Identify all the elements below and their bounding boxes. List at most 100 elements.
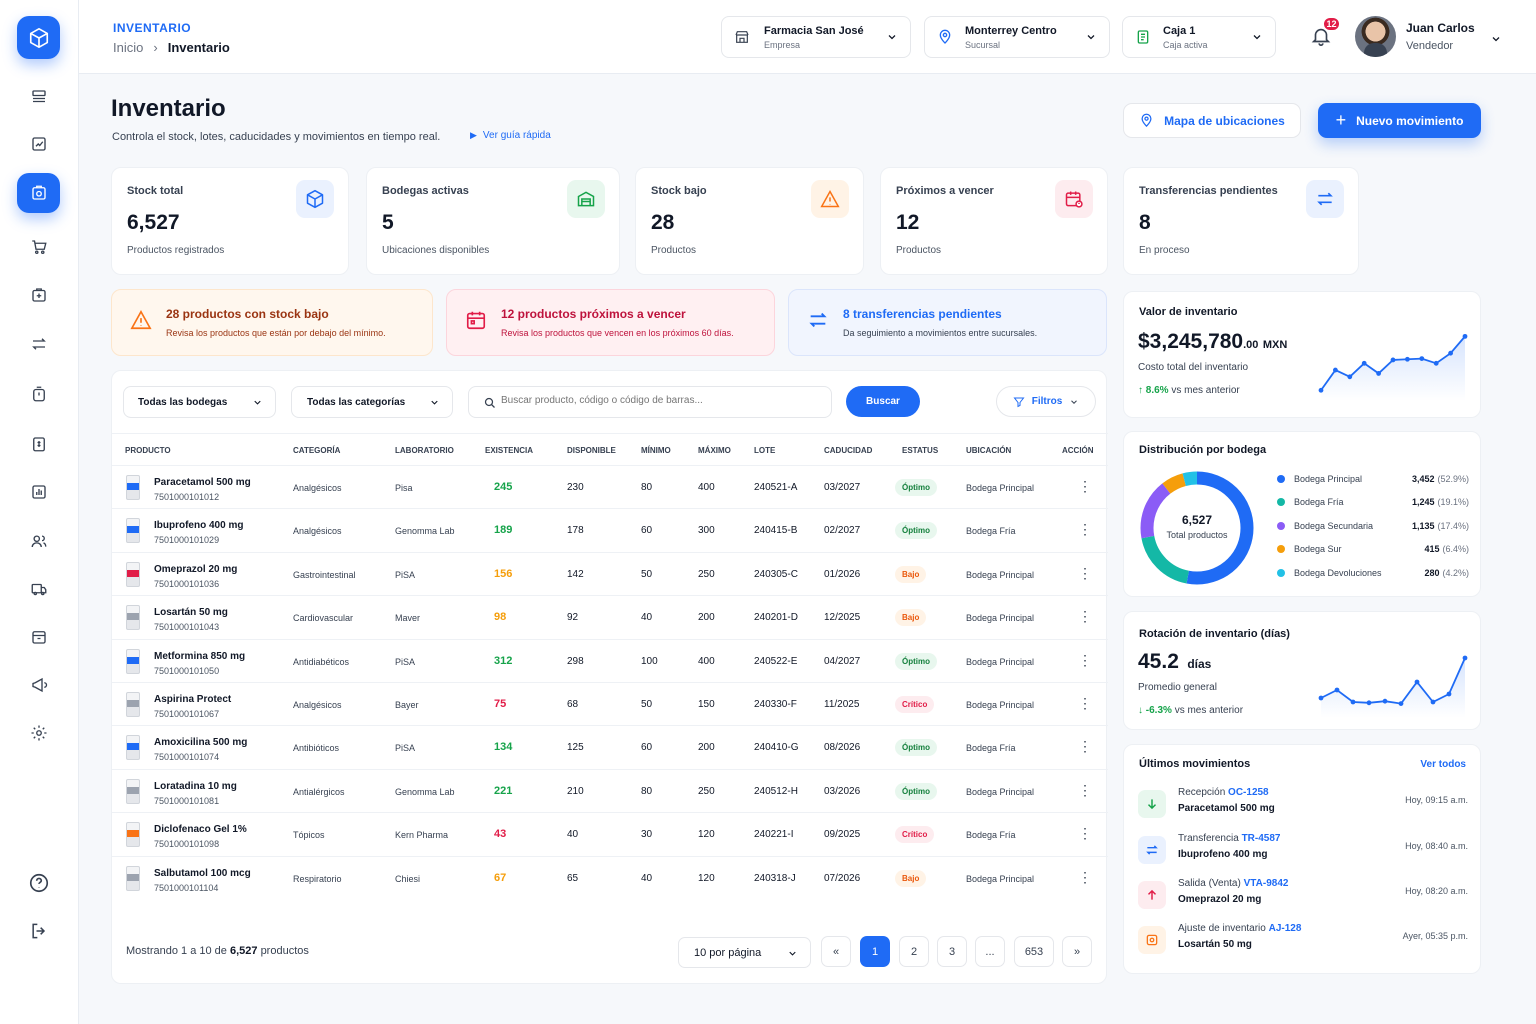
donut-slice[interactable]	[1140, 471, 1254, 585]
kpi-low-stock: Stock bajo 28 Productos	[635, 167, 864, 275]
product-name[interactable]: Ibuprofeno 400 mg	[154, 520, 244, 532]
page-button[interactable]: ...	[975, 936, 1005, 967]
product-name[interactable]: Amoxicilina 500 mg	[154, 737, 248, 749]
more-options-icon[interactable]: ⋮	[1078, 868, 1092, 885]
notifications-button[interactable]: 12	[1310, 16, 1341, 52]
table-row[interactable]: Paracetamol 500 mg 7501000101012 Analgésic…	[112, 465, 1108, 508]
table-row[interactable]: Diclofenaco Gel 1% 7501000101098 Tópicos Ke…	[112, 812, 1108, 855]
table-row[interactable]: Omeprazol 20 mg 7501000101036 Gastrointest…	[112, 551, 1108, 595]
nav-marketing-icon[interactable]	[17, 665, 60, 705]
nav-dashboard-icon[interactable]	[17, 77, 60, 117]
movement-product: Losartán 50 mg	[1178, 939, 1252, 950]
user-menu[interactable]: Juan Carlos Vendedor	[1406, 21, 1475, 52]
product-name[interactable]: Omeprazol 20 mg	[154, 563, 238, 575]
cell-min: 50	[641, 568, 653, 580]
page-prev-button[interactable]: «	[821, 936, 851, 967]
product-name[interactable]: Paracetamol 500 mg	[154, 477, 251, 488]
movement-item[interactable]: Salida (Venta) VTA-9842 Omeprazol 20 mg …	[1138, 878, 1468, 918]
cell-min: 60	[641, 742, 653, 754]
warehouse-filter[interactable]: Todas las bodegas	[123, 386, 276, 418]
new-movement-button[interactable]: + Nuevo movimiento	[1318, 103, 1481, 138]
breadcrumb-home[interactable]: Inicio	[113, 40, 144, 55]
register-selector[interactable]: Caja 1 Caja activa	[1122, 16, 1276, 58]
table-row[interactable]: Amoxicilina 500 mg 7501000101074 Antibióti…	[112, 725, 1108, 768]
search-button[interactable]: Buscar	[846, 386, 920, 417]
chevron-down-icon[interactable]	[1490, 33, 1502, 45]
nav-products-icon[interactable]	[17, 275, 60, 315]
page-button[interactable]: 1	[860, 936, 890, 967]
nav-inventory-icon[interactable]	[17, 173, 60, 213]
nav-timer-icon[interactable]	[17, 374, 60, 414]
app-logo[interactable]	[17, 16, 60, 59]
per-page-select[interactable]: 10 por página	[678, 937, 811, 968]
branch-selector[interactable]: Monterrey Centro Sucursal	[924, 16, 1110, 58]
product-name[interactable]: Losartán 50 mg	[154, 607, 228, 619]
movement-ref[interactable]: VTA-9842	[1243, 878, 1289, 889]
inventory-value-amount: $3,245,780	[1138, 330, 1244, 353]
company-selector[interactable]: Farmacia San José Empresa	[721, 16, 911, 58]
page-button[interactable]: 3	[937, 936, 967, 967]
product-name[interactable]: Metformina 850 mg	[154, 650, 246, 662]
table-row[interactable]: Metformina 850 mg 7501000101050 Antidiabét…	[112, 638, 1108, 682]
more-options-icon[interactable]: ⋮	[1078, 738, 1092, 755]
more-options-icon[interactable]: ⋮	[1078, 608, 1092, 625]
locations-map-button[interactable]: Mapa de ubicaciones	[1123, 103, 1301, 138]
movement-item[interactable]: Ajuste de inventario AJ-128 Losartán 50 …	[1138, 923, 1468, 963]
alert-transfers[interactable]: 8 transferencias pendientes Da seguimien…	[788, 289, 1107, 356]
product-name[interactable]: Salbutamol 100 mcg	[154, 867, 251, 879]
table-row[interactable]: Losartán 50 mg 7501000101043 Cardiovascula…	[112, 595, 1108, 638]
view-all-link[interactable]: Ver todos	[1420, 759, 1466, 770]
product-name[interactable]: Loratadina 10 mg	[154, 780, 237, 792]
more-options-icon[interactable]: ⋮	[1078, 695, 1092, 711]
category-filter[interactable]: Todas las categorías	[291, 386, 453, 418]
search-input[interactable]	[501, 395, 821, 406]
nav-transfers-icon[interactable]	[17, 324, 60, 364]
movement-ref[interactable]: TR-4587	[1241, 833, 1281, 844]
movement-ref[interactable]: OC-1258	[1228, 787, 1269, 798]
table-row[interactable]: Loratadina 10 mg 7501000101081 Antialérgic…	[112, 768, 1108, 812]
more-options-icon[interactable]: ⋮	[1078, 478, 1092, 494]
section-title: INVENTARIO	[113, 21, 192, 35]
legend-label: Bodega Principal	[1294, 474, 1363, 484]
product-name[interactable]: Aspirina Protect	[154, 694, 232, 705]
nav-logout-icon[interactable]	[17, 911, 60, 951]
movement-item[interactable]: Transferencia TR-4587 Ibuprofeno 400 mg …	[1138, 833, 1468, 873]
cell-stock: 245	[494, 481, 513, 493]
nav-cart-icon[interactable]	[17, 227, 60, 267]
movement-ref[interactable]: AJ-128	[1268, 923, 1302, 934]
page-button[interactable]: 653	[1014, 936, 1054, 967]
nav-billing-icon[interactable]	[17, 424, 60, 464]
more-options-icon[interactable]: ⋮	[1078, 564, 1092, 581]
more-options-icon[interactable]: ⋮	[1078, 825, 1092, 842]
more-options-icon[interactable]: ⋮	[1078, 781, 1092, 798]
nav-reports-icon[interactable]	[17, 124, 60, 164]
donut-slice[interactable]	[1140, 471, 1254, 585]
more-options-icon[interactable]: ⋮	[1078, 521, 1092, 538]
more-options-icon[interactable]: ⋮	[1078, 651, 1092, 668]
user-avatar[interactable]	[1355, 16, 1396, 57]
table-row[interactable]: Salbutamol 100 mcg 7501000101104 Respirato…	[112, 855, 1108, 899]
cell-location: Bodega Principal	[966, 873, 1035, 884]
table-row[interactable]: Ibuprofeno 400 mg 7501000101029 Analgésico…	[112, 508, 1108, 551]
nav-archive-icon[interactable]	[17, 617, 60, 657]
nav-settings-icon[interactable]	[17, 713, 60, 753]
product-image-icon	[126, 561, 140, 587]
table-row[interactable]: Aspirina Protect 7501000101067 Analgésicos…	[112, 682, 1108, 725]
search-box[interactable]	[468, 386, 832, 418]
alert-expiring[interactable]: 12 productos próximos a vencer Revisa lo…	[446, 289, 775, 356]
nav-delivery-icon[interactable]	[17, 569, 60, 609]
nav-help-icon[interactable]	[17, 863, 60, 903]
movements-card: Últimos movimientos Ver todos Recepción …	[1123, 744, 1481, 974]
kpi-sub: Productos	[651, 245, 697, 256]
nav-users-icon[interactable]	[17, 521, 60, 561]
kpi-sub: En proceso	[1139, 245, 1190, 256]
page-next-button[interactable]: »	[1062, 936, 1092, 967]
alert-low-stock[interactable]: 28 productos con stock bajo Revisa los p…	[111, 289, 433, 356]
page-button[interactable]: 2	[899, 936, 929, 967]
filters-button[interactable]: Filtros	[996, 386, 1096, 417]
nav-analytics-icon[interactable]	[17, 472, 60, 512]
movement-item[interactable]: Recepción OC-1258 Paracetamol 500 mg Hoy…	[1138, 787, 1468, 827]
cell-min: 40	[641, 872, 653, 884]
product-name[interactable]: Diclofenaco Gel 1%	[154, 824, 247, 836]
quick-guide-link[interactable]: ▶ Ver guía rápida	[470, 130, 551, 141]
